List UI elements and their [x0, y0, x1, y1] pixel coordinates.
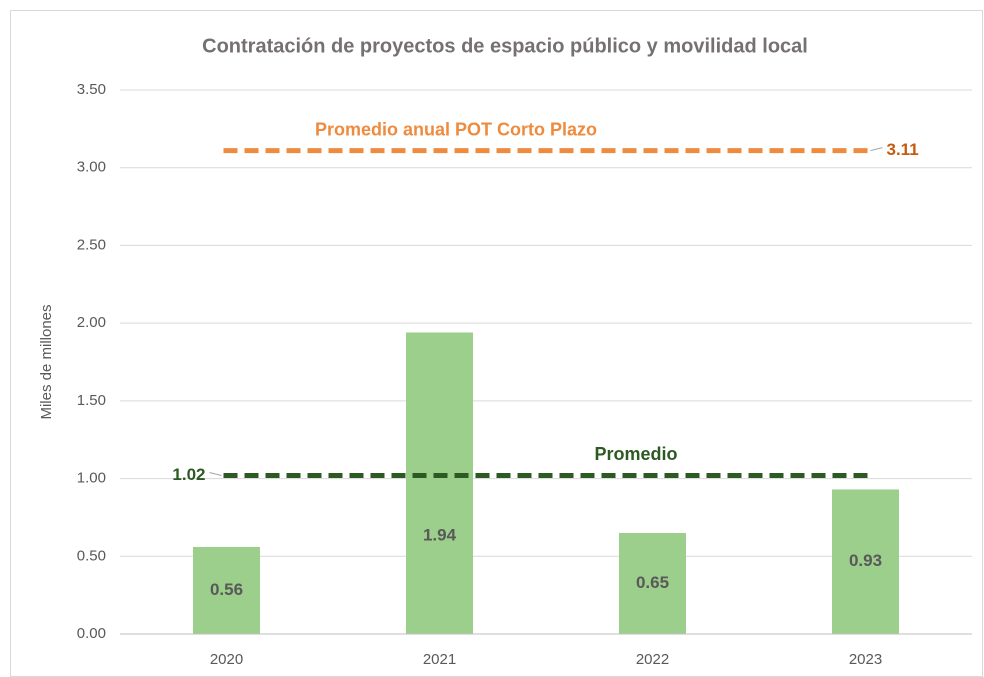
reference-line-label: 3.11 [887, 140, 919, 159]
y-tick-label: 1.50 [77, 392, 106, 409]
reference-line-label: 1.02 [172, 465, 205, 484]
data-label: 1.94 [423, 526, 457, 545]
data-label: 0.93 [849, 551, 882, 570]
y-axis-label: Miles de millones [38, 304, 55, 419]
bar [619, 532, 686, 634]
data-label: 0.65 [636, 573, 669, 592]
y-tick-label: 0.50 [77, 547, 106, 564]
y-tick-label: 0.00 [77, 625, 106, 642]
y-tick-label: 3.00 [77, 159, 106, 176]
reference-line-name: Promedio anual POT Corto Plazo [315, 119, 597, 139]
data-label: 0.56 [210, 580, 243, 599]
bar [193, 546, 260, 634]
chart-title: Contratación de proyectos de espacio púb… [202, 35, 808, 57]
x-tick-label: 2021 [423, 651, 456, 668]
y-tick-label: 2.00 [77, 314, 106, 331]
x-tick-label: 2022 [636, 651, 669, 668]
bar [406, 332, 473, 634]
y-tick-label: 1.00 [77, 470, 106, 487]
leader-line [870, 147, 883, 152]
reference-line-name: Promedio [594, 444, 677, 464]
y-tick-label: 3.50 [77, 81, 106, 98]
bar [832, 489, 899, 634]
x-tick-label: 2023 [849, 651, 882, 668]
x-tick-label: 2020 [210, 651, 243, 668]
leader-line [209, 471, 222, 476]
y-tick-label: 2.50 [77, 236, 106, 253]
chart-frame [10, 10, 983, 677]
